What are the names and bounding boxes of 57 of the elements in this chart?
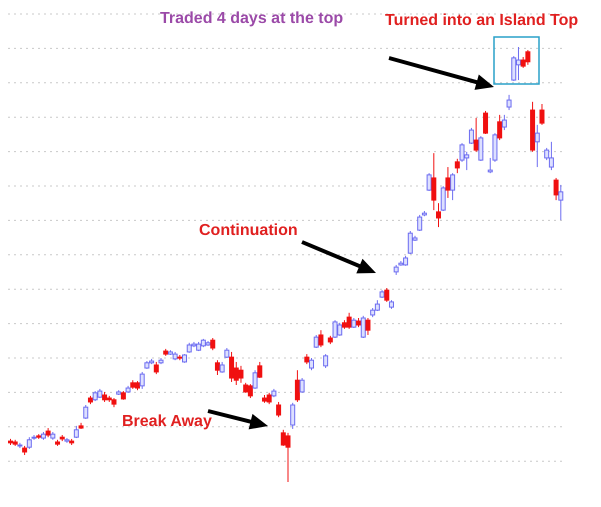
candlestick	[238, 365, 244, 384]
candlestick	[351, 318, 356, 329]
candlestick	[483, 110, 488, 134]
candlestick	[294, 370, 300, 402]
candlestick	[214, 360, 220, 376]
candlestick	[506, 94, 512, 111]
candlestick	[290, 402, 296, 430]
candlestick	[450, 172, 456, 201]
candlestick	[417, 214, 422, 232]
candlestick	[22, 445, 28, 456]
candlestick	[140, 371, 145, 390]
candlestick	[539, 103, 544, 126]
candlestick	[46, 428, 51, 438]
candlestick	[300, 378, 305, 394]
candlestick	[502, 114, 507, 131]
candlestick	[454, 158, 460, 174]
candlestick	[474, 117, 479, 152]
candlestick	[74, 425, 79, 439]
candlestick	[365, 318, 370, 336]
annotation: Break Away	[122, 413, 212, 431]
candlestick	[384, 287, 390, 302]
candlestick	[468, 127, 474, 145]
candlestick	[497, 114, 502, 141]
annotation: Continuation	[199, 222, 298, 240]
candlestick	[360, 315, 366, 339]
text: Traded 4 days at the top	[160, 10, 344, 28]
candlestick	[356, 318, 362, 328]
candlestick	[224, 348, 230, 359]
candlestick	[210, 338, 216, 351]
candlestick	[186, 342, 192, 354]
candlestick	[323, 354, 328, 369]
candlestick	[309, 358, 314, 371]
candlestick	[134, 380, 140, 391]
candlestick	[220, 361, 225, 374]
candlestick	[516, 47, 521, 81]
candlestick	[478, 136, 484, 162]
candlestick	[304, 354, 310, 365]
candlestick	[83, 404, 88, 420]
candlestick	[426, 172, 432, 192]
candlestick	[257, 361, 262, 379]
candlestick	[252, 370, 258, 390]
candlestick	[431, 152, 436, 211]
candlestick	[394, 264, 399, 276]
text: Turned into an Island Top	[385, 12, 578, 30]
candlestick	[554, 177, 559, 201]
candlestick	[436, 202, 442, 228]
candlestick	[440, 186, 446, 212]
candlestick	[445, 166, 450, 198]
candlestick	[488, 157, 493, 174]
candlestick	[276, 401, 282, 418]
candlestick	[332, 320, 338, 339]
candlestick	[111, 398, 116, 408]
candlestick	[534, 124, 540, 168]
candlestick	[154, 361, 159, 375]
candlestick	[314, 334, 319, 349]
candlestick	[558, 184, 564, 221]
candlestick	[318, 330, 324, 348]
